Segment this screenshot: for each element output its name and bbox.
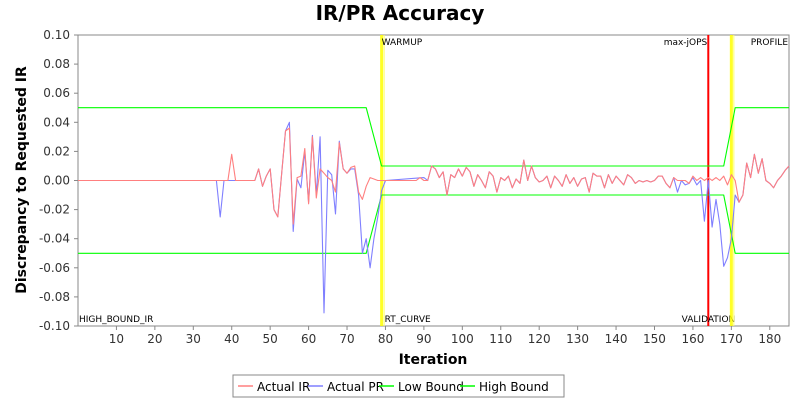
y-tick-label: 0.10 [43, 28, 70, 42]
x-axis-label: Iteration [399, 352, 468, 368]
y-tick-label: 0.08 [43, 57, 70, 71]
legend-entry: Actual PR [327, 380, 384, 394]
x-tick-label: 70 [339, 332, 354, 346]
x-tick-label: 170 [720, 332, 743, 346]
series-line-high-bound [78, 107, 789, 167]
x-tick-label: 40 [224, 332, 239, 346]
x-tick-label: 100 [451, 332, 474, 346]
y-tick-label: 0.04 [43, 115, 70, 129]
phase-marker-label: VALIDATION [682, 315, 736, 325]
legend-entry: Low Bound [398, 380, 464, 394]
phase-marker-label: WARMUP [382, 38, 423, 48]
x-tick-label: 80 [378, 332, 393, 346]
x-tick-label: 50 [263, 332, 278, 346]
x-tick-label: 150 [643, 332, 666, 346]
x-tick-label: 120 [528, 332, 551, 346]
y-axis-label: Discrepancy to Requested IR [14, 66, 30, 294]
y-tick-label: -0.06 [39, 261, 70, 275]
y-tick-label: -0.08 [39, 290, 70, 304]
x-tick-label: 110 [489, 332, 512, 346]
chart-title: IR/PR Accuracy [316, 1, 485, 25]
phase-marker-label: PROFILE [751, 38, 789, 48]
x-tick-label: 130 [566, 332, 589, 346]
x-tick-label: 20 [147, 332, 162, 346]
series-line-low-bound [78, 194, 789, 254]
legend-box [232, 374, 565, 398]
x-tick-label: 30 [186, 332, 201, 346]
y-tick-label: -0.04 [39, 232, 70, 246]
series-lines [78, 107, 790, 314]
legend: Actual IR Actual PR Low Bound High Bound [238, 380, 549, 394]
y-tick-label: -0.02 [39, 203, 70, 217]
series-line-actual-ir [78, 127, 790, 225]
axes: 10 20 30 40 50 60 70 80 90 100 110 120 130 140 150 160 1… [39, 28, 781, 346]
phase-marker-line [729, 35, 733, 326]
x-tick-label: 140 [605, 332, 628, 346]
legend-entry: High Bound [479, 380, 549, 394]
phase-marker-label: HIGH_BOUND_IR [79, 315, 153, 325]
phase-marker-label: RT_CURVE [385, 315, 431, 325]
legend-entry: Actual IR [257, 380, 310, 394]
x-tick-label: 10 [109, 332, 124, 346]
x-tick-label: 60 [301, 332, 316, 346]
phase-marker-label: max-jOPS [664, 38, 708, 48]
y-tick-label: 0.06 [43, 86, 70, 100]
x-tick-label: 180 [758, 332, 781, 346]
y-tick-label: -0.10 [39, 319, 70, 333]
y-tick-label: 0.00 [43, 174, 70, 188]
x-tick-label: 160 [681, 332, 704, 346]
x-tick-label: 90 [416, 332, 431, 346]
y-tick-label: 0.02 [43, 144, 70, 158]
